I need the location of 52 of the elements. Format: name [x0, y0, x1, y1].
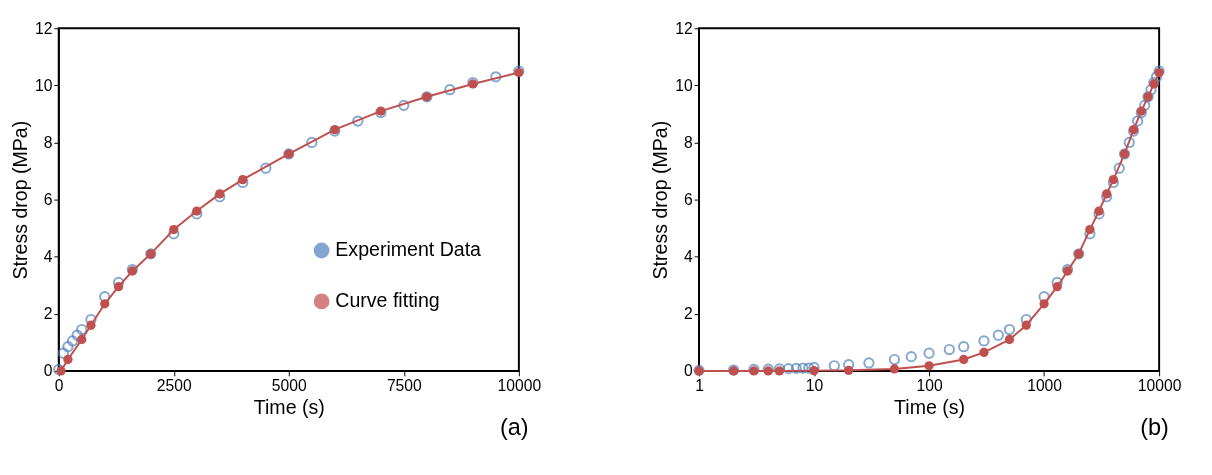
- y-tick-label: 0: [43, 362, 53, 380]
- point: [192, 206, 202, 216]
- y-tick-label: 8: [683, 133, 693, 151]
- y-tick-label: 6: [43, 190, 53, 208]
- x-tick-label: 2500: [156, 376, 192, 394]
- point: [57, 347, 69, 359]
- point: [77, 334, 87, 345]
- point: [100, 299, 110, 309]
- x-tick-label: 10: [805, 376, 824, 394]
- x-tick-label: 1000: [1027, 376, 1063, 394]
- y-tick-label: 4: [43, 248, 53, 266]
- point: [238, 174, 248, 185]
- text: (b): [1140, 413, 1169, 440]
- x-tick-label: 7500: [386, 376, 423, 394]
- point: [398, 99, 410, 111]
- y-tick-label: 4: [683, 248, 693, 266]
- point: [490, 71, 502, 83]
- legend-label: Curve fitting: [335, 289, 440, 312]
- point: [66, 335, 79, 347]
- point: [76, 323, 88, 336]
- text: (a): [499, 413, 529, 440]
- y-tick-label: 8: [43, 133, 53, 151]
- x-tick-label: 100: [916, 376, 943, 394]
- point: [169, 224, 179, 235]
- point: [444, 84, 456, 96]
- point: [113, 282, 124, 292]
- y-tick-label: 0: [683, 362, 693, 380]
- legend-label: Experiment Data: [335, 238, 482, 261]
- x-tick-label: 10000: [497, 376, 542, 394]
- x-axis-title: Time (s): [894, 395, 966, 418]
- y-tick-label: 10: [34, 76, 53, 94]
- y-tick-label: 12: [675, 19, 693, 37]
- y-axis-title: Stress drop (MPa): [9, 120, 32, 280]
- x-tick-label: 1: [695, 376, 704, 394]
- y-tick-label: 12: [34, 19, 53, 37]
- point: [352, 115, 364, 127]
- y-tick-label: 2: [43, 305, 53, 323]
- point: [71, 329, 83, 341]
- point: [86, 320, 96, 330]
- y-tick-label: 6: [683, 190, 693, 208]
- x-tick-label: 10000: [1137, 376, 1182, 394]
- point: [215, 189, 225, 199]
- x-tick-label: 0: [54, 376, 64, 394]
- x-tick-label: 5000: [271, 376, 307, 394]
- point: [63, 354, 73, 365]
- y-axis-title: Stress drop (MPa): [649, 120, 672, 280]
- point: [260, 162, 272, 174]
- x-axis-title: Time (s): [253, 395, 325, 418]
- point: [306, 136, 318, 149]
- y-tick-label: 2: [683, 305, 693, 323]
- y-tick-label: 10: [675, 76, 693, 94]
- point: [62, 341, 74, 353]
